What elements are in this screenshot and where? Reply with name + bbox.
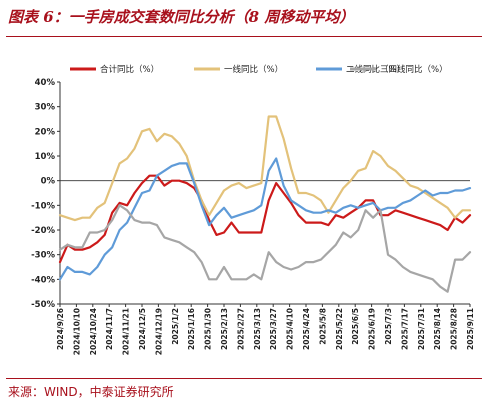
x-tick-label: 2024/11/7 — [105, 308, 114, 350]
x-tick-label: 2025/3/27 — [269, 308, 278, 350]
y-tick-label: -20% — [31, 226, 55, 236]
y-tick-label: -50% — [31, 300, 55, 310]
x-tick-label: 2024/12/5 — [138, 308, 147, 350]
legend-label-2: 一线同比（%） — [224, 64, 283, 75]
x-tick-label: 2025/6/5 — [351, 308, 360, 345]
x-tick-label: 2025/2/27 — [236, 308, 245, 350]
y-tick-label: 40% — [35, 78, 56, 88]
y-tick-label: -40% — [31, 275, 55, 285]
chart-title: 图表 6：一手房成交套数同比分析（8 周移动平均） — [8, 8, 355, 26]
x-tick-label: 2025/5/8 — [318, 308, 327, 345]
x-tick-label: 2025/3/13 — [253, 308, 262, 350]
x-tick-label: 2025/1/30 — [204, 308, 213, 350]
x-tick-label: 2024/12/19 — [154, 308, 163, 355]
y-tick-label: 0% — [41, 177, 56, 187]
x-tick-label: 2025/9/11 — [466, 308, 475, 350]
x-tick-label: 2025/1/2 — [171, 308, 180, 345]
source-rule — [6, 378, 482, 379]
y-tick-label: -30% — [31, 251, 55, 261]
x-tick-label: 2025/4/10 — [286, 308, 295, 350]
series-line-1 — [58, 174, 472, 264]
series-line-3 — [58, 157, 472, 281]
x-tick-label: 2025/5/22 — [335, 308, 344, 350]
x-tick-label: 2025/8/14 — [433, 308, 442, 350]
legend-label-4: 三四线同比（%） — [380, 64, 448, 75]
x-tick-label: 2025/7/31 — [417, 308, 426, 350]
y-tick-label: 10% — [35, 152, 56, 162]
x-tick-label: 2025/2/13 — [220, 308, 229, 350]
x-tick-label: 2025/8/28 — [450, 308, 459, 350]
series-line-2 — [58, 115, 472, 222]
x-tick-label: 2024/11/21 — [122, 308, 131, 355]
legend-label-1: 合计同比（%） — [100, 64, 159, 75]
x-tick-label: 2025/7/17 — [400, 308, 409, 350]
y-tick-label: 20% — [35, 127, 56, 137]
x-tick-label: 2024/10/10 — [72, 308, 81, 355]
line-chart: 40% 30% 20% 10% 0% -10% -20% -30% -40% -50%2024/9… — [31, 64, 475, 355]
source-note: 来源：WIND，中泰证券研究所 — [8, 385, 174, 399]
y-tick-label: -10% — [31, 201, 55, 211]
x-tick-label: 2024/10/24 — [89, 308, 98, 355]
series-line-4 — [58, 204, 472, 293]
y-tick-label: 30% — [35, 103, 56, 113]
x-tick-label: 2025/4/24 — [302, 308, 311, 350]
title-rule — [6, 36, 482, 37]
x-tick-label: 2025/6/19 — [368, 308, 377, 350]
x-tick-label: 2025/7/3 — [384, 308, 393, 345]
x-tick-label: 2025/1/16 — [187, 308, 196, 350]
x-tick-label: 2024/9/26 — [56, 308, 65, 350]
